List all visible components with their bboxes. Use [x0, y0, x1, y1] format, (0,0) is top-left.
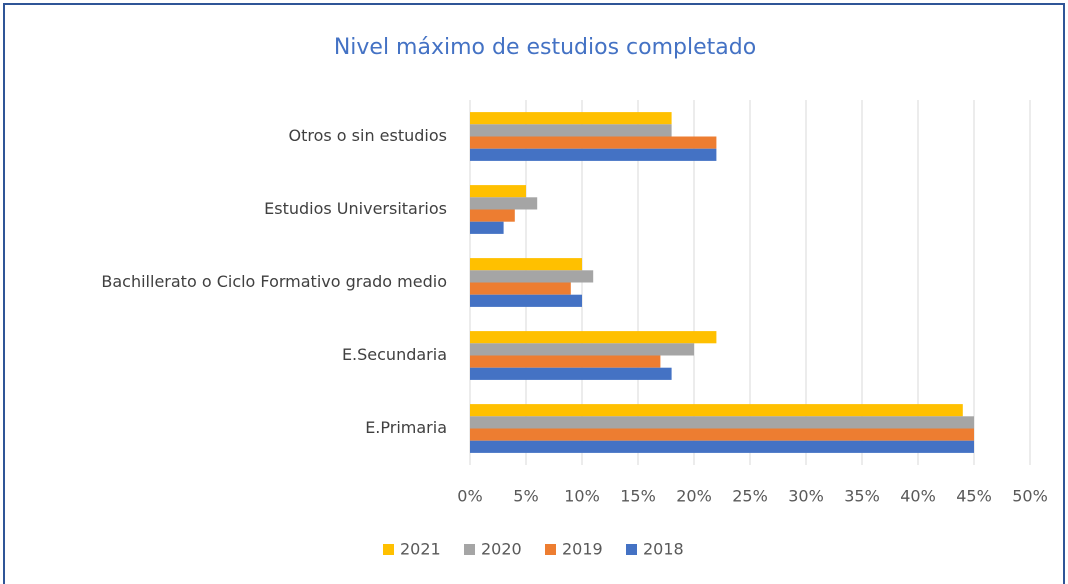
- y-tick-label: E.Primaria: [365, 418, 447, 437]
- x-tick-label: 20%: [676, 487, 712, 506]
- bar: [470, 221, 504, 234]
- bar: [470, 440, 974, 453]
- bar: [470, 209, 515, 222]
- x-tick-label: 5%: [513, 487, 538, 506]
- bar: [470, 416, 974, 429]
- legend-label: 2020: [481, 540, 522, 559]
- bar: [470, 404, 963, 417]
- y-tick-label: Otros o sin estudios: [288, 126, 447, 145]
- legend-swatch: [626, 544, 637, 555]
- chart-title: Nivel máximo de estudios completado: [334, 35, 756, 60]
- bar: [470, 367, 672, 380]
- x-tick-label: 45%: [956, 487, 992, 506]
- bar: [470, 136, 717, 149]
- bar: [470, 124, 672, 137]
- legend-swatch: [464, 544, 475, 555]
- x-tick-label: 10%: [564, 487, 600, 506]
- x-tick-label: 35%: [844, 487, 880, 506]
- bar: [470, 258, 582, 271]
- bar: [470, 185, 526, 198]
- x-tick-label: 25%: [732, 487, 768, 506]
- bar: [470, 331, 717, 344]
- x-tick-label: 50%: [1012, 487, 1048, 506]
- y-tick-label: Estudios Universitarios: [264, 199, 447, 218]
- bar: [470, 282, 571, 295]
- y-tick-label: E.Secundaria: [342, 345, 447, 364]
- y-tick-label: Bachillerato o Ciclo Formativo grado med…: [101, 272, 447, 291]
- bar: [470, 112, 672, 125]
- bar: [470, 148, 717, 161]
- bar: [470, 197, 538, 210]
- legend-label: 2018: [643, 540, 684, 559]
- bar: [470, 355, 661, 368]
- x-tick-label: 15%: [620, 487, 656, 506]
- bar: [470, 343, 694, 356]
- legend-swatch: [545, 544, 556, 555]
- frame: [3, 3, 1065, 584]
- legend-swatch: [383, 544, 394, 555]
- legend-label: 2021: [400, 540, 441, 559]
- x-tick-label: 30%: [788, 487, 824, 506]
- x-tick-label: 0%: [457, 487, 482, 506]
- bar: [470, 294, 582, 307]
- legend-label: 2019: [562, 540, 603, 559]
- x-tick-label: 40%: [900, 487, 936, 506]
- bar: [470, 270, 594, 283]
- bar: [470, 428, 974, 441]
